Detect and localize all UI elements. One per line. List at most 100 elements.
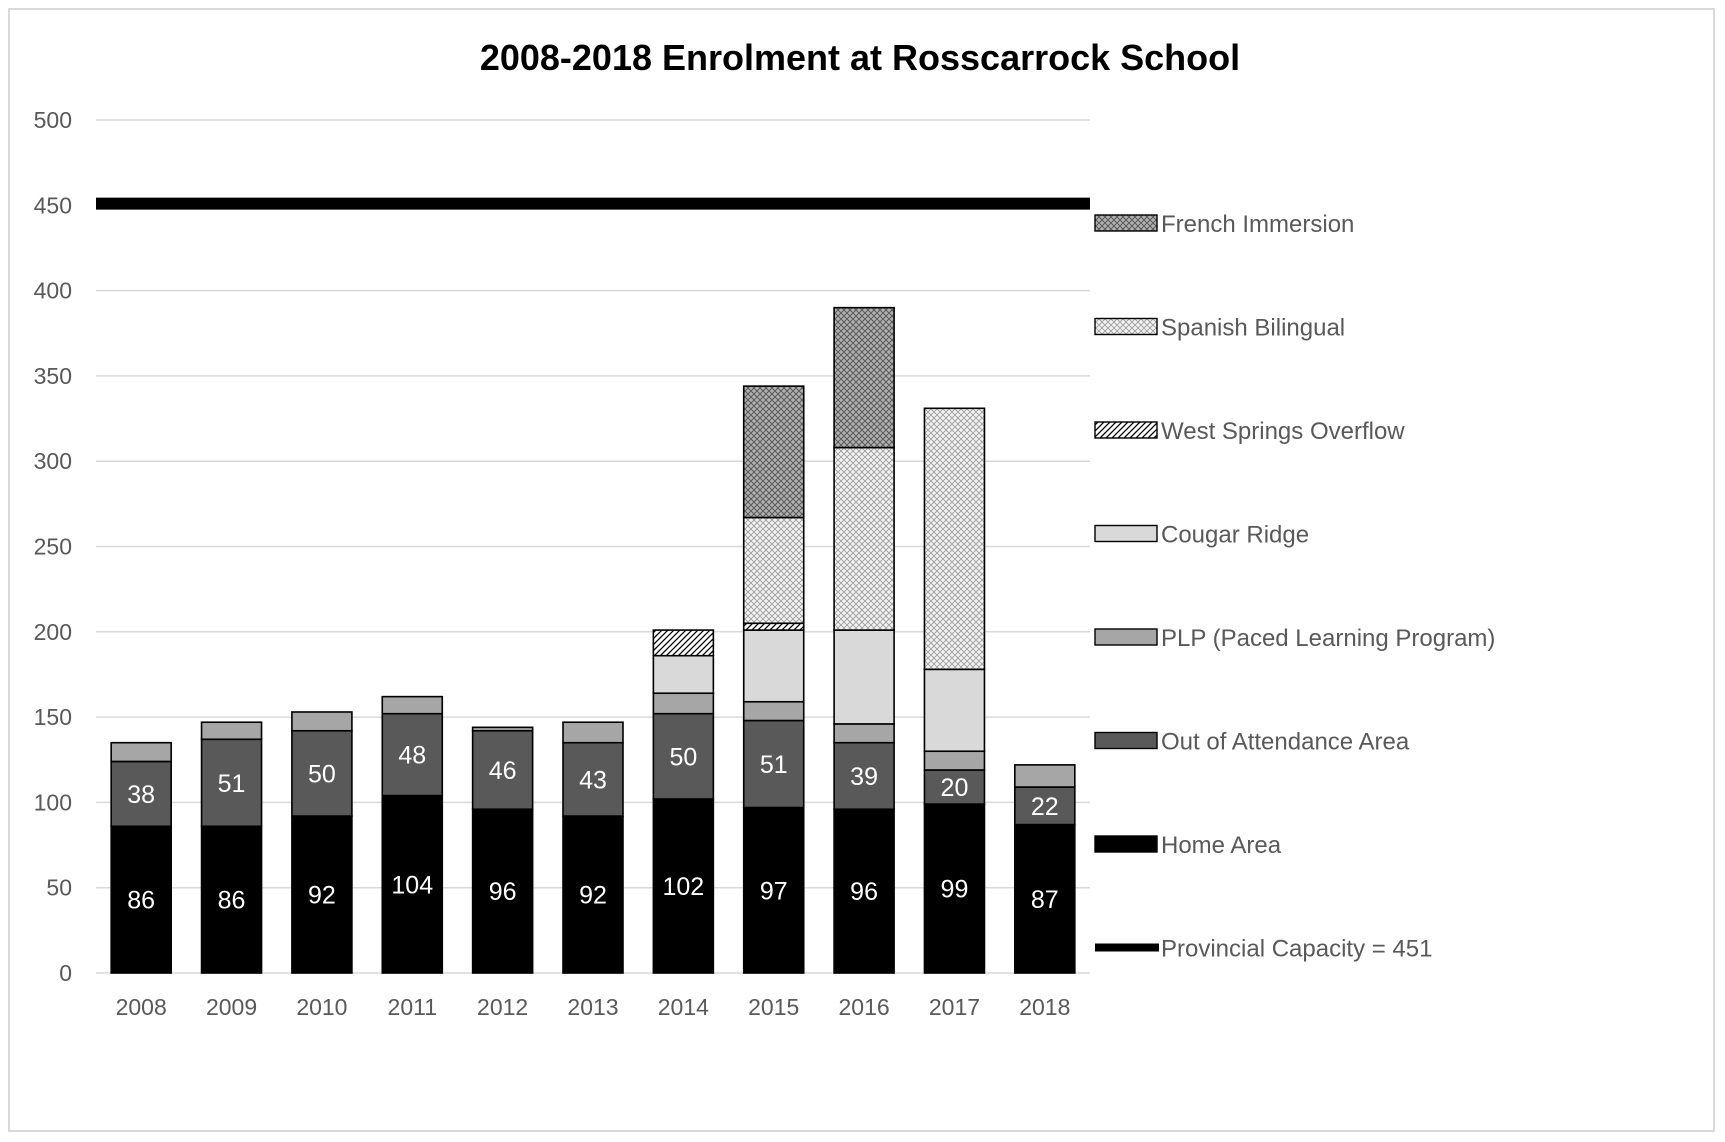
legend: French Immersion Spanish Bilingual West Sp… [1094, 211, 1495, 963]
bar-segment-spanish-bilingual-2016 [833, 446, 895, 631]
bar-segment-cougar-ridge-2014 [652, 654, 715, 695]
bar-data-label: 104 [391, 871, 433, 899]
bar-data-label: 39 [850, 763, 878, 791]
x-tick-label: 2015 [748, 994, 799, 1020]
bar-segment-home-area-2015 [742, 806, 805, 974]
legend-swatch [1094, 524, 1158, 543]
bar-data-label: 87 [1031, 886, 1059, 914]
bar-segment-out-of-attendance-area-2013 [562, 741, 624, 817]
bar-data-label: 102 [663, 873, 705, 901]
bar-segment-plp-paced-learning-program--2015 [742, 700, 805, 722]
bar-segment-plp-paced-learning-program--2018 [1014, 764, 1076, 788]
bar-data-label: 97 [760, 877, 788, 905]
legend-label: PLP (Paced Learning Program) [1161, 625, 1495, 652]
y-tick-label: 150 [34, 704, 72, 730]
bar-segment-french-immersion-2016 [833, 306, 895, 449]
legend-swatch [1094, 421, 1158, 439]
bar-segment-home-area-2009 [200, 825, 263, 974]
legend-label: West Springs Overflow [1161, 418, 1405, 445]
bar-data-label: 92 [579, 882, 607, 910]
legend-label: Provincial Capacity = 451 [1161, 936, 1432, 963]
bar-data-label: 46 [489, 757, 517, 785]
bar-data-label: 43 [579, 766, 607, 794]
bar-segment-out-of-attendance-area-2008 [110, 760, 172, 828]
bar-segment-home-area-2013 [562, 815, 624, 974]
bar-segment-plp-paced-learning-program--2017 [923, 750, 986, 771]
bar-data-label: 86 [218, 887, 246, 915]
bar-data-label: 86 [127, 887, 155, 915]
bar-segment-west-springs-overflow-2014 [652, 629, 715, 657]
x-axis-ticks: 2008 2009 2010 2011 2012 2013 2014 2015 2016 2017… [116, 994, 1071, 1020]
bar-segment-home-area-2017 [923, 803, 986, 974]
bar-segment-plp-paced-learning-program--2011 [381, 695, 444, 715]
bar-segment-home-area-2014 [652, 798, 715, 974]
legend-label: Out of Attendance Area [1161, 729, 1410, 756]
x-tick-label: 2008 [116, 994, 167, 1020]
bars [110, 306, 1076, 974]
y-tick-label: 250 [34, 534, 72, 560]
chart-title: 2008-2018 Enrolment at Rosscarrock Schoo… [480, 37, 1240, 78]
bar-segment-out-of-attendance-area-2009 [200, 738, 263, 828]
legend-swatch [1094, 214, 1158, 232]
bar-data-label: 38 [127, 781, 155, 809]
bar-data-label: 96 [850, 878, 878, 906]
enrolment-chart: 2008-2018 Enrolment at Rosscarrock Schoo… [34, 37, 1496, 1020]
bar-data-label: 50 [669, 743, 697, 771]
legend-swatch [1094, 317, 1158, 336]
x-tick-label: 2013 [567, 994, 618, 1020]
bar-segment-home-area-2010 [291, 815, 353, 974]
bar-segment-cougar-ridge-2016 [833, 629, 895, 725]
bar-segment-cougar-ridge-2015 [742, 629, 805, 703]
bar-segment-plp-paced-learning-program--2012 [471, 726, 534, 732]
y-tick-label: 50 [46, 875, 72, 901]
bar-segment-plp-paced-learning-program--2014 [652, 692, 715, 715]
bar-segment-home-area-2008 [110, 825, 172, 974]
bar-data-label: 96 [489, 878, 517, 906]
y-tick-label: 350 [34, 363, 72, 389]
bar-data-label: 48 [398, 742, 426, 770]
bar-data-labels: 86 38 86 51 92 50 104 48 96 46 92 43 102 50 97 51 96 39 99… [127, 742, 1058, 915]
x-tick-label: 2014 [658, 994, 709, 1020]
bar-data-label: 51 [760, 751, 788, 779]
x-tick-label: 2016 [839, 994, 890, 1020]
legend-swatch [1094, 731, 1158, 750]
bar-data-label: 50 [308, 760, 336, 788]
bar-segment-french-immersion-2015 [742, 385, 805, 519]
bar-segment-plp-paced-learning-program--2009 [200, 721, 263, 741]
bar-segment-spanish-bilingual-2017 [923, 407, 986, 671]
bar-segment-out-of-attendance-area-2015 [742, 719, 805, 809]
x-tick-label: 2010 [296, 994, 347, 1020]
bar-segment-plp-paced-learning-program--2010 [291, 711, 353, 732]
x-tick-label: 2012 [477, 994, 528, 1020]
chart-frame: 2008-2018 Enrolment at Rosscarrock Schoo… [8, 8, 1715, 1132]
y-tick-label: 0 [59, 960, 72, 986]
bar-segment-out-of-attendance-area-2016 [833, 741, 895, 811]
bar-segment-plp-paced-learning-program--2013 [562, 721, 624, 744]
bar-segment-home-area-2012 [471, 808, 534, 974]
bar-data-label: 51 [218, 770, 246, 798]
y-tick-label: 300 [34, 448, 72, 474]
y-tick-label: 450 [34, 192, 72, 218]
bar-data-label: 22 [1031, 793, 1059, 821]
bar-data-label: 20 [941, 774, 969, 802]
bar-data-label: 99 [941, 876, 969, 904]
bar-segment-west-springs-overflow-2015 [742, 622, 805, 631]
bar-segment-out-of-attendance-area-2018 [1014, 786, 1076, 826]
y-axis-ticks: 0 50 100 150 200 250 300 350 400 450 500 [34, 107, 72, 986]
bar-segment-out-of-attendance-area-2017 [923, 769, 986, 805]
legend-label: Home Area [1161, 832, 1282, 859]
x-tick-label: 2011 [388, 994, 437, 1020]
bar-segment-plp-paced-learning-program--2016 [833, 723, 895, 744]
x-tick-label: 2018 [1019, 994, 1070, 1020]
bar-segment-plp-paced-learning-program--2008 [110, 741, 172, 763]
legend-label: French Immersion [1161, 211, 1354, 238]
y-tick-label: 100 [34, 789, 72, 815]
legend-label: Spanish Bilingual [1161, 315, 1345, 342]
bar-segment-spanish-bilingual-2015 [742, 516, 805, 625]
y-tick-label: 500 [34, 107, 72, 133]
y-tick-label: 200 [34, 619, 72, 645]
bar-segment-cougar-ridge-2017 [923, 668, 986, 753]
bar-segment-out-of-attendance-area-2012 [471, 729, 534, 811]
x-tick-label: 2009 [206, 994, 257, 1020]
bar-data-label: 92 [308, 882, 336, 910]
